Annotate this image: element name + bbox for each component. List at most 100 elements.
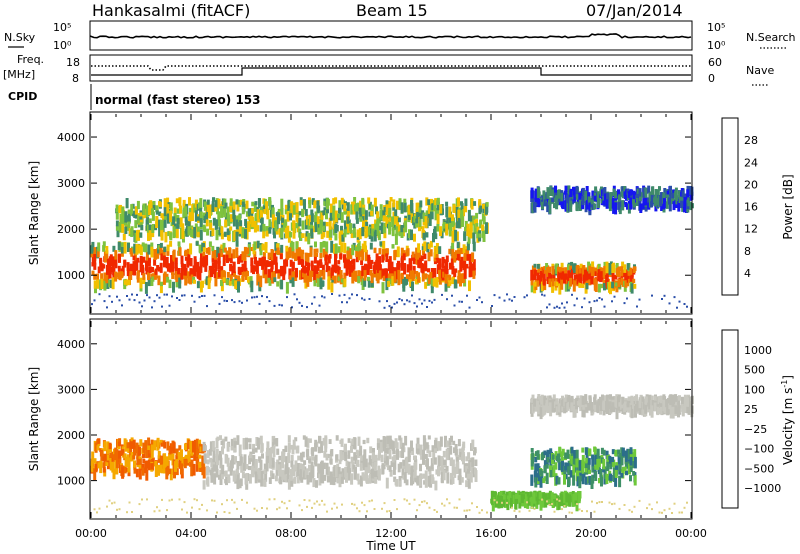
power-cell xyxy=(228,280,232,286)
power-cell xyxy=(571,293,573,296)
velocity-cell xyxy=(478,511,481,514)
velocity-cell xyxy=(599,401,603,407)
velocity-cell xyxy=(209,441,213,452)
power-cell xyxy=(152,204,156,210)
power-cell xyxy=(251,208,255,214)
velocity-cell xyxy=(410,465,414,476)
velocity-cell xyxy=(266,452,270,464)
power-cell xyxy=(228,248,232,259)
velocity-cell xyxy=(420,455,424,460)
power-cell xyxy=(390,270,394,280)
power-cell xyxy=(441,208,444,215)
power-cell xyxy=(99,257,103,264)
power-cell xyxy=(382,210,386,216)
velocity-cell xyxy=(422,449,425,459)
velocity-cell xyxy=(581,455,585,464)
velocity-cell xyxy=(366,510,368,513)
power-cell xyxy=(334,253,337,265)
velocity-cell xyxy=(199,467,203,472)
power-cell xyxy=(648,192,652,198)
power-cell xyxy=(429,271,433,281)
velocity-cell xyxy=(677,403,681,409)
velocity-cell xyxy=(290,460,294,468)
power-cell xyxy=(624,280,628,288)
power-cell xyxy=(416,305,418,308)
velocity-cell xyxy=(356,459,360,467)
velocity-cell xyxy=(588,397,592,405)
power-cell xyxy=(569,200,573,207)
power-cell xyxy=(448,212,452,218)
power-cell xyxy=(611,263,615,273)
velocity-cell xyxy=(268,459,272,469)
power-cell xyxy=(346,202,350,213)
velocity-cell xyxy=(544,499,548,508)
power-cell xyxy=(316,278,320,287)
velocity-cell xyxy=(602,400,606,411)
velocity-cell xyxy=(273,498,276,501)
velocity-cell xyxy=(163,453,167,465)
velocity-cell xyxy=(224,453,228,464)
power-cell xyxy=(400,226,404,238)
velocity-cell xyxy=(94,442,98,453)
velocity-cell xyxy=(93,508,96,511)
power-cell xyxy=(203,294,206,297)
velocity-cell xyxy=(575,397,579,403)
y-tick-label: 4000 xyxy=(57,338,85,351)
power-cell xyxy=(144,243,148,253)
velocity-cell xyxy=(410,476,413,486)
velocity-cell xyxy=(453,506,456,509)
velocity-cell xyxy=(686,397,689,407)
velocity-cell xyxy=(681,511,683,514)
power-cell xyxy=(481,301,483,304)
power-cell xyxy=(351,266,355,274)
velocity-cell xyxy=(389,470,393,477)
power-cell xyxy=(188,212,192,222)
power-cell xyxy=(653,198,657,203)
velocity-cell xyxy=(201,455,205,467)
velocity-cell xyxy=(493,491,496,497)
power-cell xyxy=(442,222,446,229)
x-tick-label: 16:00 xyxy=(475,527,507,540)
power-cell xyxy=(259,244,263,256)
power-cell xyxy=(264,262,268,268)
power-cell xyxy=(245,222,248,229)
power-cell xyxy=(541,281,544,292)
power-cell xyxy=(611,300,613,303)
velocity-cell xyxy=(106,505,108,508)
power-cell xyxy=(598,297,601,299)
velocity-cell xyxy=(255,437,259,446)
power-cell xyxy=(460,261,464,269)
velocity-cell xyxy=(611,503,613,506)
power-cell xyxy=(224,202,228,209)
power-cell xyxy=(178,299,181,301)
power-cell xyxy=(575,265,579,275)
power-cell xyxy=(158,219,161,230)
power-cell xyxy=(172,216,176,225)
velocity-cell xyxy=(554,451,558,460)
velocity-cell xyxy=(317,446,321,454)
velocity-cell xyxy=(455,456,459,462)
velocity-cell xyxy=(532,492,536,504)
power-cell xyxy=(314,222,318,232)
velocity-cell xyxy=(424,453,428,460)
velocity-cell xyxy=(153,440,157,451)
velocity-cell xyxy=(568,496,572,507)
power-cell xyxy=(189,243,193,255)
velocity-cell xyxy=(467,452,471,459)
velocity-cell xyxy=(345,477,348,483)
velocity-cell xyxy=(239,454,243,464)
velocity-cell xyxy=(588,475,592,485)
power-cell xyxy=(387,281,391,287)
velocity-cell xyxy=(254,459,258,468)
power-cell xyxy=(163,198,167,210)
velocity-cell xyxy=(615,394,619,403)
velocity-cell xyxy=(165,467,169,480)
velocity-cell xyxy=(476,506,478,508)
velocity-cell xyxy=(350,473,354,485)
power-cell xyxy=(199,215,203,227)
power-cell xyxy=(213,268,217,279)
power-cell xyxy=(139,222,143,227)
power-cell xyxy=(202,256,206,268)
